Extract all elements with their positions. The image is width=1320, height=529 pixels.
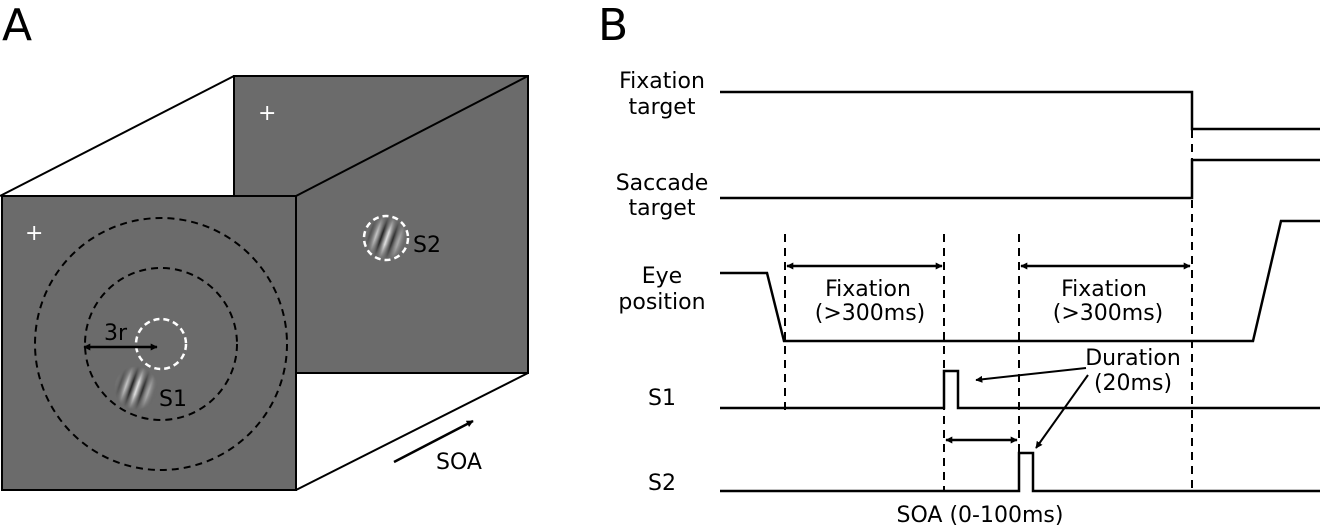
panel-b-letter: B	[598, 0, 628, 51]
eye-position-trace	[720, 219, 1320, 343]
s1-row-label: S1	[648, 386, 676, 411]
duration-label-line2: (20ms)	[1094, 371, 1172, 396]
fixation-interval-2-label-line1: Fixation	[1061, 277, 1147, 302]
s2-trace	[720, 451, 1320, 493]
fixation-interval-2-label-line2: (>300ms)	[1053, 301, 1163, 326]
s1-gabor	[114, 366, 158, 410]
fixation-target-label-line1: Fixation	[619, 69, 705, 94]
fixation-interval-1-label-line1: Fixation	[825, 277, 911, 302]
soa-arrow	[393, 419, 474, 464]
box-edge-bottom-right	[295, 372, 529, 491]
eye-position-label-line2: position	[618, 290, 705, 315]
back-fixation-cross: +	[258, 101, 276, 126]
duration-label-line1: Duration	[1085, 346, 1181, 371]
s2-ring	[362, 214, 410, 262]
saccade-target-label-line1: Saccade	[616, 171, 709, 196]
box-edge-top-right	[295, 75, 529, 197]
duration-arrow-s2	[1035, 374, 1089, 449]
outer-eccentricity-ring	[34, 217, 288, 471]
inner-eccentricity-ring	[84, 267, 238, 421]
front-screen	[1, 195, 297, 491]
saccade-target-label-line2: target	[629, 196, 696, 221]
panel-a: A + + S1 3r S2 SOA	[0, 0, 529, 491]
duration-arrow-s1	[975, 367, 1087, 383]
panel-a-letter: A	[2, 0, 32, 51]
s2-label: S2	[413, 233, 441, 258]
saccade-target-trace	[720, 158, 1320, 200]
fixation-target-trace	[720, 90, 1320, 131]
box-edge-top-left	[0, 75, 235, 197]
radius-label: 3r	[104, 321, 128, 346]
eye-position-label-line1: Eye	[642, 264, 682, 289]
soa-label: SOA	[436, 450, 482, 475]
soa-range-label: SOA (0-100ms)	[897, 503, 1064, 528]
center-receptive-field-ring	[134, 317, 188, 371]
panel-b: B Fixation target Saccade target Eye pos…	[598, 0, 1320, 528]
s1-label: S1	[159, 387, 187, 412]
s2-gabor	[364, 216, 408, 260]
fixation-interval-1-label-line2: (>300ms)	[815, 301, 925, 326]
s2-row-label: S2	[648, 471, 676, 496]
front-fixation-cross: +	[25, 221, 43, 246]
fixation-target-label-line2: target	[629, 95, 696, 120]
